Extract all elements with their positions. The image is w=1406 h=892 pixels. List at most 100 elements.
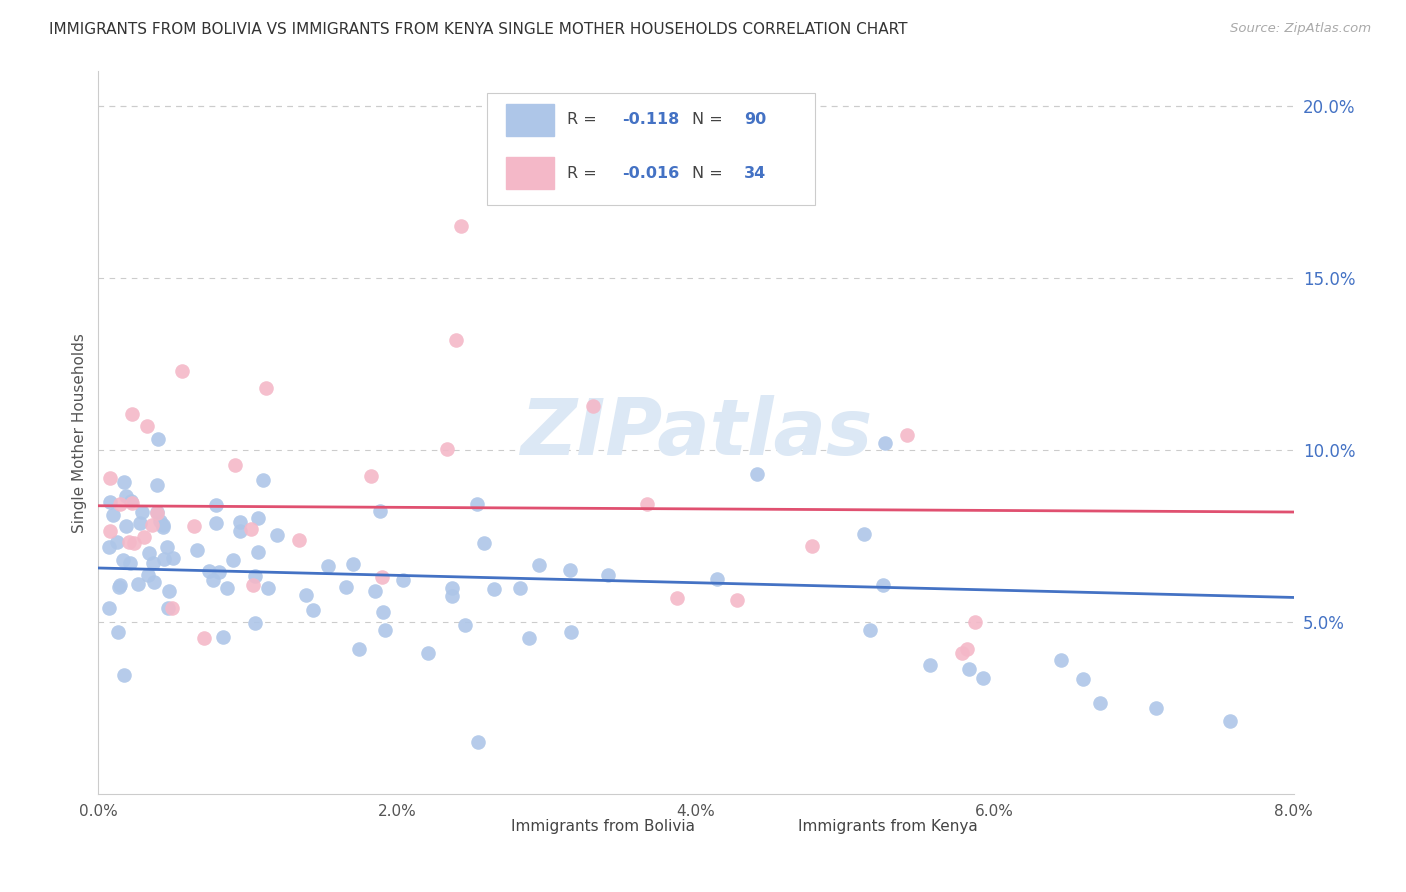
Point [131, 505, 153, 519]
Point [111, 553, 134, 567]
Point [301, 603, 323, 617]
Point [138, 567, 160, 582]
Point [1219, 714, 1241, 728]
FancyBboxPatch shape [748, 814, 789, 838]
Point [527, 558, 550, 572]
Point [121, 407, 143, 421]
Point [416, 646, 439, 660]
Point [120, 556, 142, 570]
Point [347, 642, 370, 657]
FancyBboxPatch shape [506, 103, 554, 136]
Point [246, 544, 269, 558]
Point [956, 641, 979, 656]
Point [482, 582, 505, 596]
Point [146, 478, 169, 492]
Point [596, 568, 619, 582]
Point [141, 518, 163, 533]
Point [138, 546, 160, 560]
Point [242, 578, 264, 592]
Point [335, 580, 357, 594]
Point [222, 552, 245, 566]
Point [162, 550, 184, 565]
Point [108, 578, 131, 592]
Point [560, 563, 582, 577]
Point [146, 506, 169, 520]
Point [266, 527, 288, 541]
Point [474, 536, 496, 550]
Point [121, 496, 143, 510]
FancyBboxPatch shape [486, 93, 815, 205]
Point [205, 516, 228, 530]
Point [859, 623, 882, 637]
Point [801, 539, 824, 553]
Point [120, 494, 142, 508]
Point [706, 572, 728, 586]
Text: Immigrants from Kenya: Immigrants from Kenya [797, 819, 977, 834]
Point [146, 432, 169, 446]
Point [582, 399, 605, 413]
Point [160, 601, 183, 615]
Text: ZIPatlas: ZIPatlas [520, 394, 872, 471]
Point [254, 381, 277, 395]
Point [107, 624, 129, 639]
Y-axis label: Single Mother Households: Single Mother Households [72, 333, 87, 533]
Point [247, 511, 270, 525]
Point [873, 436, 896, 450]
Point [918, 658, 941, 673]
Point [97, 601, 120, 615]
Point [103, 508, 125, 522]
Point [371, 570, 394, 584]
Point [197, 564, 219, 578]
Point [963, 615, 986, 630]
Text: N =: N = [692, 166, 728, 181]
Point [129, 516, 152, 530]
Point [153, 551, 176, 566]
Point [98, 495, 121, 509]
FancyBboxPatch shape [461, 814, 502, 838]
Text: N =: N = [692, 112, 728, 128]
Point [135, 419, 157, 434]
Text: -0.016: -0.016 [621, 166, 679, 181]
Point [316, 559, 339, 574]
Point [441, 581, 464, 595]
Point [747, 467, 769, 481]
Text: R =: R = [567, 112, 602, 128]
Point [666, 591, 689, 606]
Point [152, 517, 174, 532]
Point [370, 504, 392, 518]
Point [215, 581, 238, 595]
FancyBboxPatch shape [506, 157, 554, 189]
Point [156, 540, 179, 554]
Point [228, 516, 250, 530]
Text: IMMIGRANTS FROM BOLIVIA VS IMMIGRANTS FROM KENYA SINGLE MOTHER HOUSEHOLDS CORREL: IMMIGRANTS FROM BOLIVIA VS IMMIGRANTS FR… [49, 22, 908, 37]
Point [98, 471, 121, 485]
Text: 90: 90 [744, 112, 766, 128]
Text: Immigrants from Bolivia: Immigrants from Bolivia [510, 819, 695, 834]
Point [108, 581, 131, 595]
Point [252, 473, 274, 487]
Point [446, 333, 468, 347]
Point [202, 573, 225, 587]
Point [467, 735, 489, 749]
Point [146, 505, 169, 519]
Point [450, 219, 472, 234]
Point [186, 542, 208, 557]
Point [118, 534, 141, 549]
Point [364, 583, 387, 598]
Point [143, 575, 166, 590]
Point [105, 534, 128, 549]
Point [243, 615, 266, 630]
Point [156, 600, 179, 615]
Point [122, 536, 145, 550]
Point [170, 364, 193, 378]
Point [853, 527, 876, 541]
Point [374, 623, 396, 637]
Point [360, 469, 382, 483]
Point [115, 489, 138, 503]
Point [127, 577, 149, 591]
Text: Source: ZipAtlas.com: Source: ZipAtlas.com [1230, 22, 1371, 36]
Point [240, 522, 263, 536]
Point [108, 497, 131, 511]
Point [142, 557, 165, 571]
Point [152, 520, 174, 534]
